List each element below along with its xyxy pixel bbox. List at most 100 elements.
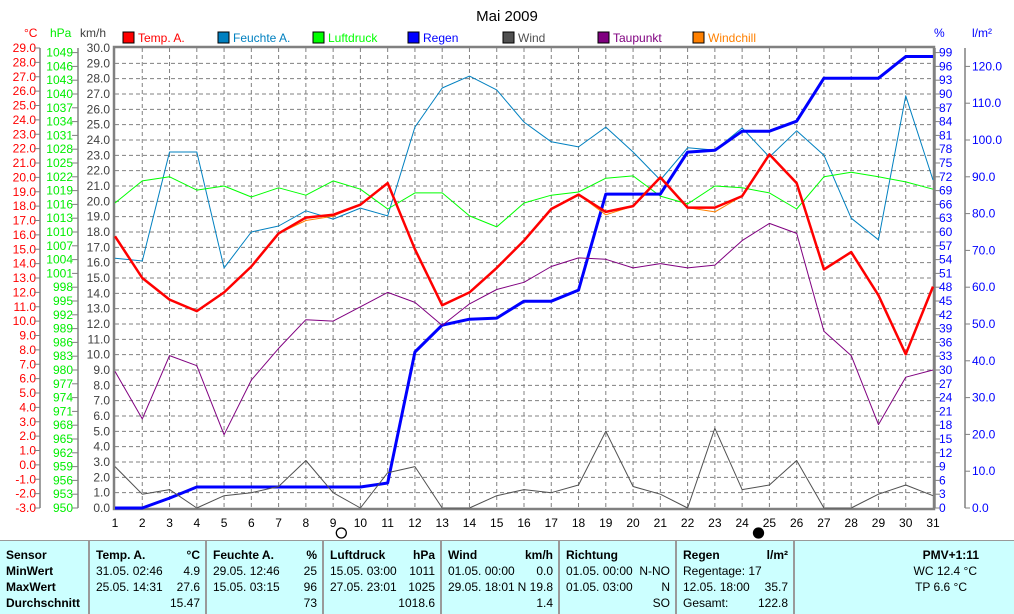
day-tick-label: 24 [735, 516, 749, 530]
wind-tick-label: 17.0 [87, 240, 111, 254]
pressure-tick-label: 983 [53, 349, 73, 363]
day-tick-label: 30 [899, 516, 913, 530]
day-tick-label: 4 [193, 516, 200, 530]
rain-tick-label: 0.0 [972, 501, 989, 515]
humidity-tick-label: 78 [939, 142, 953, 156]
wind-tick-label: 9.0 [93, 363, 110, 377]
humidity-tick-label: 99 [939, 46, 953, 60]
pressure-tick-label: 1049 [46, 46, 73, 60]
legend-swatch [407, 31, 420, 44]
legend-label: Luftdruck [328, 31, 378, 45]
humidity-tick-label: 72 [939, 170, 953, 184]
label-avg: Durchschnitt [6, 596, 81, 610]
temp-tick-label: 14.0 [13, 257, 37, 271]
pressure-tick-label: 1016 [46, 197, 73, 211]
temp-tick-label: 21.0 [13, 156, 37, 170]
pressure-tick-label: 980 [53, 363, 73, 377]
day-tick-label: 7 [275, 516, 282, 530]
humidity-tick-label: 69 [939, 184, 953, 198]
press-min-time: 15.05. 03:00 [330, 564, 397, 578]
press-min: 1011 [409, 564, 435, 578]
humidity-tick-label: 57 [939, 239, 953, 253]
dir-min: N-NO [639, 564, 670, 578]
humidity-tick-label: 42 [939, 308, 953, 322]
hum-avg: 73 [303, 596, 317, 610]
legend-swatch [597, 31, 610, 44]
temp-min-time: 31.05. 02:46 [96, 564, 163, 578]
chart-title: Mai 2009 [476, 8, 538, 25]
day-tick-label: 12 [408, 516, 422, 530]
day-tick-label: 5 [221, 516, 228, 530]
pmv-header: PMV+1:11 [922, 548, 979, 562]
wind-tick-label: 5.0 [93, 424, 110, 438]
temp-tick-label: 20.0 [13, 170, 37, 184]
col-wind: Wind km/h 01.05. 00:00 0.0 29.05. 18:01 N 1… [442, 541, 560, 614]
hum-header: Feuchte A. [213, 548, 274, 562]
pressure-tick-label: 995 [53, 294, 73, 308]
humidity-tick-label: 3 [939, 487, 946, 501]
humidity-tick-label: 63 [939, 211, 953, 225]
rain-max: 35.7 [764, 580, 788, 594]
day-tick-label: 8 [303, 516, 310, 530]
wind-header: Wind [448, 548, 478, 562]
temp-tick-label: 28.0 [13, 55, 37, 69]
hum-unit: % [306, 548, 317, 562]
rain-unit: l/m² [766, 548, 788, 562]
humidity-tick-label: 33 [939, 349, 953, 363]
day-tick-label: 2 [139, 516, 146, 530]
header-sensor: Sensor [6, 548, 47, 562]
legend-label: Regen [423, 31, 458, 45]
humidity-tick-label: 87 [939, 101, 953, 115]
humidity-tick-label: 75 [939, 156, 953, 170]
wind-tick-label: 23.0 [87, 148, 111, 162]
legend-swatch [122, 31, 135, 44]
pressure-tick-label: 968 [53, 418, 73, 432]
day-tick-label: 19 [599, 516, 613, 530]
humidity-tick-label: 84 [939, 115, 953, 129]
day-tick-label: 18 [572, 516, 586, 530]
col-pressure: Luftdruck hPa 15.05. 03:00 1011 27.05. 23:… [324, 541, 442, 614]
wind-tick-label: 26.0 [87, 102, 111, 116]
day-tick-label: 21 [654, 516, 668, 530]
temp-tick-label: 10.0 [13, 314, 37, 328]
humidity-tick-label: 36 [939, 335, 953, 349]
temp-unit-label: °C [24, 26, 38, 40]
temp-tick-label: 26.0 [13, 84, 37, 98]
humidity-unit-label: % [934, 26, 945, 40]
temp-tick-label: 13.0 [13, 271, 37, 285]
wind-tick-label: 28.0 [87, 72, 111, 86]
wind-tick-label: 19.0 [87, 210, 111, 224]
day-tick-label: 13 [436, 516, 450, 530]
temp-tick-label: 17.0 [13, 214, 37, 228]
temp-tick-label: 15.0 [13, 242, 37, 256]
humidity-tick-label: 48 [939, 280, 953, 294]
col-humidity: Feuchte A.% 29.05. 12:46 25 15.05. 03:15 9… [207, 541, 324, 614]
rain-max-time: 12.05. 18:00 [683, 580, 750, 594]
day-tick-label: 26 [790, 516, 804, 530]
rain-total: 122.8 [757, 596, 788, 610]
wind-tick-label: 16.0 [87, 256, 111, 270]
wind-tick-label: 18.0 [87, 225, 111, 239]
humidity-tick-label: 18 [939, 418, 953, 432]
pressure-tick-label: 1040 [46, 87, 73, 101]
temp-tick-label: 11.0 [14, 300, 37, 314]
day-tick-label: 17 [545, 516, 559, 530]
humidity-tick-label: 24 [939, 391, 953, 405]
label-max: MaxWert [6, 580, 56, 594]
temp-tick-label: -1.0 [15, 472, 36, 486]
series-lines [113, 55, 935, 510]
pressure-tick-label: 1034 [46, 115, 73, 129]
temp-tick-label: 29.0 [13, 41, 37, 55]
rain-tick-label: 70.0 [972, 243, 996, 257]
humidity-tick-label: 15 [939, 432, 953, 446]
moon-phases [335, 527, 765, 539]
grid [112, 45, 936, 511]
day-tick-label: 22 [681, 516, 695, 530]
dir-avg: SO [652, 596, 670, 610]
temp-tick-label: 6.0 [19, 372, 36, 386]
temp-tick-label: 19.0 [13, 185, 37, 199]
humidity-tick-label: 51 [939, 266, 953, 280]
temp-tick-label: 22.0 [13, 142, 37, 156]
legend-label: Temp. A. [138, 31, 185, 45]
pressure-tick-label: 962 [53, 446, 73, 460]
